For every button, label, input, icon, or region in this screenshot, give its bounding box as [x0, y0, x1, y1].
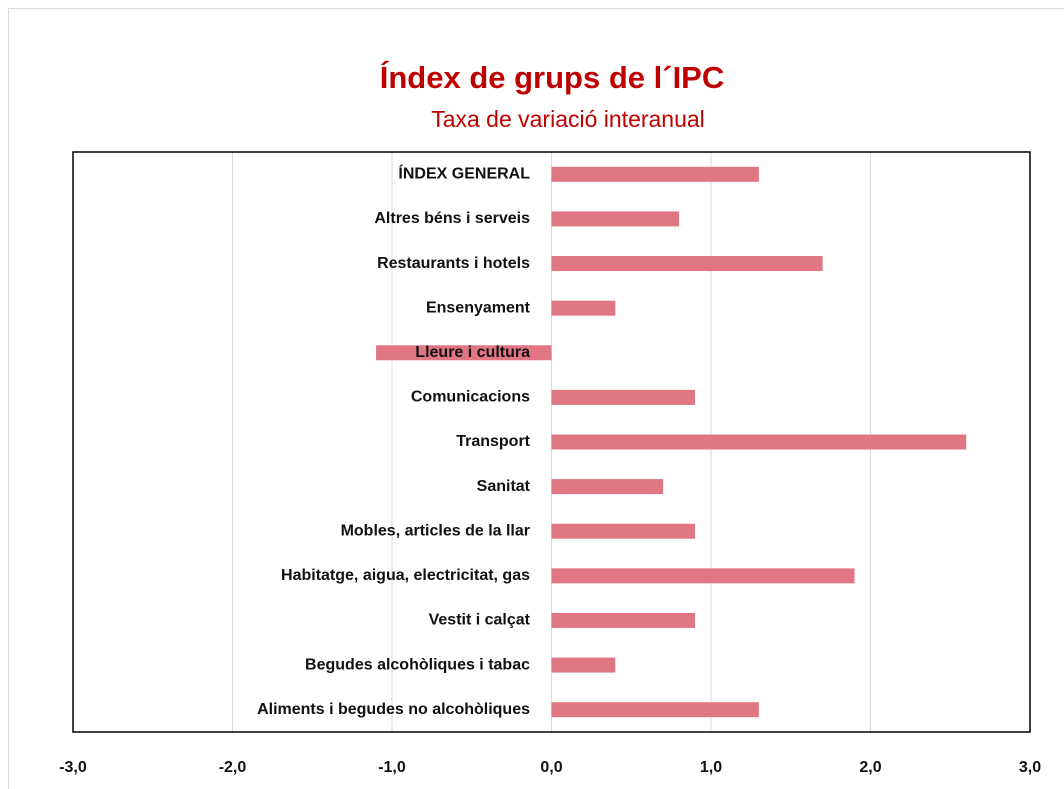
bar: [376, 345, 552, 361]
y-tick-label: Ensenyament: [426, 299, 531, 316]
bar: [551, 702, 759, 718]
bar: [551, 657, 616, 673]
bar: [551, 612, 696, 628]
chart-title: Índex de grups de l´IPC: [380, 60, 725, 95]
x-tick-label: 1,0: [700, 759, 722, 776]
y-tick-label: Sanitat: [477, 478, 531, 495]
bar: [551, 568, 855, 584]
bar: [551, 389, 696, 405]
bar: [551, 523, 696, 539]
y-tick-label: Transport: [456, 433, 530, 450]
bar: [551, 434, 967, 450]
bar: [551, 479, 664, 495]
x-tick-label: -2,0: [219, 759, 247, 776]
x-tick-label: 2,0: [859, 759, 881, 776]
bar: [551, 300, 616, 316]
y-tick-label: Mobles, articles de la llar: [341, 522, 530, 539]
y-tick-label: Vestit i calçat: [429, 612, 531, 629]
chart-subtitle: Taxa de variació interanual: [431, 106, 705, 132]
y-tick-label: Begudes alcohòliques i tabac: [305, 656, 530, 673]
x-tick-label: -3,0: [59, 759, 87, 776]
y-tick-label: Lleure i cultura: [415, 344, 530, 361]
bar: [551, 166, 759, 182]
y-tick-label: Restaurants i hotels: [377, 255, 530, 272]
y-tick-label: Aliments i begudes no alcohòliques: [257, 701, 530, 718]
y-tick-label: Altres béns i serveis: [374, 210, 530, 227]
y-tick-label: ÍNDEX GENERAL: [398, 164, 530, 183]
x-tick-label: -1,0: [378, 759, 406, 776]
y-tick-label: Comunicacions: [411, 389, 530, 406]
bar: [551, 211, 680, 227]
x-tick-label: 0,0: [540, 759, 562, 776]
x-tick-label: 3,0: [1019, 759, 1041, 776]
bar: [551, 256, 823, 272]
chart-border: [8, 8, 1064, 789]
y-tick-label: Habitatge, aigua, electricitat, gas: [281, 567, 530, 584]
plot-border: [72, 151, 1031, 733]
